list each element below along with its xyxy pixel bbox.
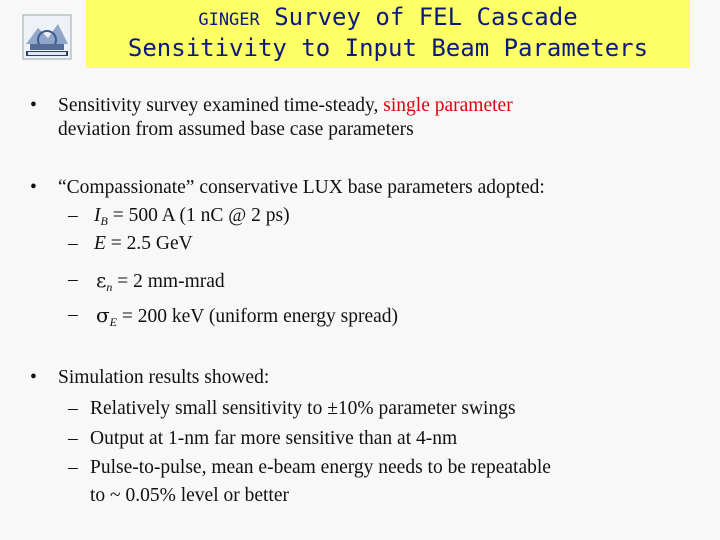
bullet-1-highlight: single parameter [383, 95, 513, 116]
result-2: Output at 1-nm far more sensitive than a… [90, 428, 458, 449]
title-main: Survey of FEL Cascade [274, 3, 578, 31]
param-energy-spread-symbol: σ [96, 303, 110, 327]
param-energy-spread: σE = 200 keV (uniform energy spread) [96, 303, 398, 329]
bullet-1-line-1: Sensitivity survey examined time-steady,… [58, 94, 513, 118]
param-energy-spread-sub: E [109, 315, 117, 329]
title-line-2: Sensitivity to Input Beam Parameters [127, 34, 649, 62]
bullet-marker: • [30, 95, 37, 116]
dash-marker: – [68, 398, 78, 419]
param-current-symbol: I [94, 205, 101, 226]
result-1: Relatively small sensitivity to ±10% par… [90, 398, 516, 419]
bullet-1-text-a: Sensitivity survey examined time-steady, [58, 95, 384, 116]
result-3: Pulse-to-pulse, mean e-beam energy needs… [90, 457, 551, 478]
title-prefix: GINGER [198, 10, 260, 30]
param-energy: E = 2.5 GeV [94, 232, 193, 256]
param-emittance-sub: n [106, 280, 113, 294]
param-current: IB = 500 A (1 nC @ 2 ps) [94, 204, 290, 228]
dash-marker: – [68, 428, 78, 449]
param-energy-spread-value: = 200 keV (uniform energy spread) [117, 306, 399, 327]
dash-marker: – [68, 457, 78, 478]
bullet-3-text: Simulation results showed: [58, 367, 270, 388]
bullet-marker: • [30, 367, 37, 388]
dash-marker: – [68, 205, 78, 226]
param-emittance-value: = 2 mm-mrad [112, 271, 225, 292]
param-current-sub: B [100, 214, 108, 228]
title-line-1: GINGER Survey of FEL Cascade [86, 2, 690, 35]
param-current-value: = 500 A (1 nC @ 2 ps) [107, 205, 290, 226]
title-banner: GINGER Survey of FEL Cascade Sensitivity… [86, 0, 690, 68]
result-3-continued: to ~ 0.05% level or better [90, 485, 289, 506]
param-emittance: εn = 2 mm-mrad [96, 268, 225, 294]
bullet-1-line-2: deviation from assumed base case paramet… [58, 119, 414, 140]
param-energy-symbol: E [94, 233, 106, 254]
param-energy-value: = 2.5 GeV [105, 233, 193, 254]
dash-marker: – [68, 269, 78, 290]
dash-marker: – [68, 233, 78, 254]
param-emittance-symbol: ε [96, 268, 107, 292]
bullet-2-text: “Compassionate” conservative LUX base pa… [58, 177, 545, 198]
bullet-marker: • [30, 177, 37, 198]
dash-marker: – [68, 304, 78, 325]
lab-logo-icon [22, 14, 72, 60]
